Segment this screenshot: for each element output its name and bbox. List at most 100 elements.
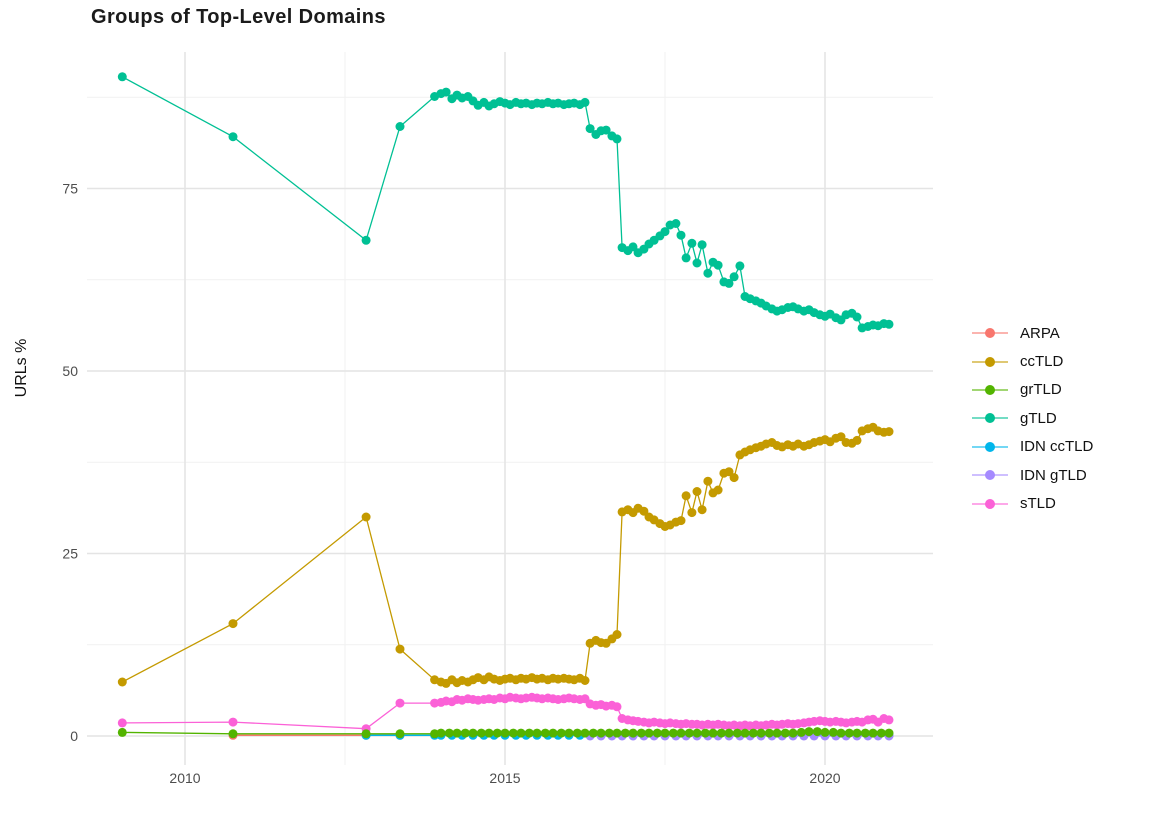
- data-point: [868, 728, 878, 738]
- legend-item-grtld: grTLD: [972, 376, 1093, 404]
- data-point: [572, 728, 582, 738]
- x-tick-label: 2010: [169, 770, 200, 786]
- data-point: [713, 260, 723, 270]
- data-point: [460, 728, 470, 738]
- legend-line-dot-marker: [972, 469, 1008, 481]
- data-point: [692, 487, 702, 496]
- data-point: [796, 727, 806, 737]
- data-point: [836, 728, 846, 738]
- data-point: [444, 728, 454, 738]
- data-point: [508, 728, 518, 738]
- data-point: [700, 728, 710, 738]
- data-point: [500, 728, 510, 738]
- data-point: [228, 729, 238, 739]
- data-point: [117, 718, 127, 728]
- data-point: [564, 728, 574, 738]
- y-tick-label: 75: [62, 181, 78, 197]
- data-point: [228, 619, 238, 629]
- data-point: [692, 258, 702, 268]
- data-point: [484, 728, 494, 738]
- data-point: [697, 240, 707, 250]
- data-point: [492, 728, 502, 738]
- legend-item-gtld: gTLD: [972, 404, 1093, 432]
- legend-line-dot-marker: [972, 441, 1008, 453]
- data-point: [588, 728, 598, 738]
- data-point: [687, 238, 697, 248]
- major-gridlines: [87, 52, 933, 765]
- data-point: [580, 728, 590, 738]
- data-point: [724, 728, 734, 738]
- data-point: [452, 728, 462, 738]
- data-point: [884, 728, 894, 738]
- data-point: [724, 467, 734, 477]
- legend-label: IDN ccTLD: [1020, 438, 1094, 456]
- data-point: [395, 698, 405, 708]
- series-gtld: [117, 72, 894, 333]
- y-tick-label: 0: [70, 728, 78, 744]
- y-tick-label: 50: [62, 363, 78, 379]
- data-point: [524, 728, 534, 738]
- data-point: [713, 485, 723, 495]
- data-point: [441, 87, 451, 97]
- data-point: [732, 728, 742, 738]
- data-point: [724, 278, 734, 288]
- data-point: [601, 125, 611, 135]
- chart-title: Groups of Top-Level Domains: [91, 6, 386, 28]
- data-point: [812, 727, 822, 737]
- data-point: [703, 268, 713, 278]
- data-point: [687, 508, 697, 518]
- data-point: [620, 728, 630, 738]
- data-point: [852, 435, 862, 445]
- x-tick-label: 2015: [489, 770, 520, 786]
- data-point: [228, 717, 238, 727]
- data-point: [596, 728, 606, 738]
- legend-item-arpa: ARPA: [972, 319, 1093, 347]
- data-point: [748, 728, 758, 738]
- data-point: [716, 728, 726, 738]
- data-point: [612, 702, 622, 712]
- data-point: [884, 715, 894, 725]
- data-point: [628, 728, 638, 738]
- series-cctld: [117, 422, 894, 688]
- series-grtld: [117, 727, 894, 739]
- data-point: [735, 261, 745, 271]
- data-point: [876, 728, 886, 738]
- data-point: [697, 505, 707, 515]
- data-point: [580, 97, 590, 107]
- data-point: [652, 728, 662, 738]
- data-point: [476, 728, 486, 738]
- minor-gridlines: [87, 52, 933, 765]
- data-point: [639, 506, 649, 516]
- data-point: [556, 728, 566, 738]
- legend-line-dot-marker: [972, 356, 1008, 368]
- data-point: [117, 72, 127, 82]
- data-point: [628, 242, 638, 252]
- data-point: [612, 728, 622, 738]
- legend-item-stld: sTLD: [972, 489, 1093, 517]
- legend-label: gTLD: [1020, 409, 1057, 427]
- data-point: [852, 728, 862, 738]
- data-point: [703, 476, 713, 486]
- data-point: [395, 122, 405, 131]
- legend-line-dot-marker: [972, 384, 1008, 396]
- data-point: [612, 630, 622, 639]
- data-point: [852, 312, 862, 322]
- data-point: [668, 728, 678, 738]
- data-point: [612, 134, 622, 144]
- data-point: [548, 728, 558, 738]
- data-point: [540, 728, 550, 738]
- legend-label: grTLD: [1020, 381, 1062, 399]
- data-point: [516, 728, 526, 738]
- legend-item-idn-cctld: IDN ccTLD: [972, 433, 1093, 461]
- data-point: [676, 230, 686, 240]
- legend-label: IDN gTLD: [1020, 466, 1087, 484]
- data-point: [585, 124, 595, 134]
- legend-line-dot-marker: [972, 327, 1008, 339]
- y-tick-label: 25: [62, 546, 78, 562]
- data-point: [671, 219, 681, 228]
- data-point: [729, 272, 739, 282]
- data-point: [884, 427, 894, 437]
- data-point: [676, 516, 686, 526]
- data-point: [361, 729, 371, 739]
